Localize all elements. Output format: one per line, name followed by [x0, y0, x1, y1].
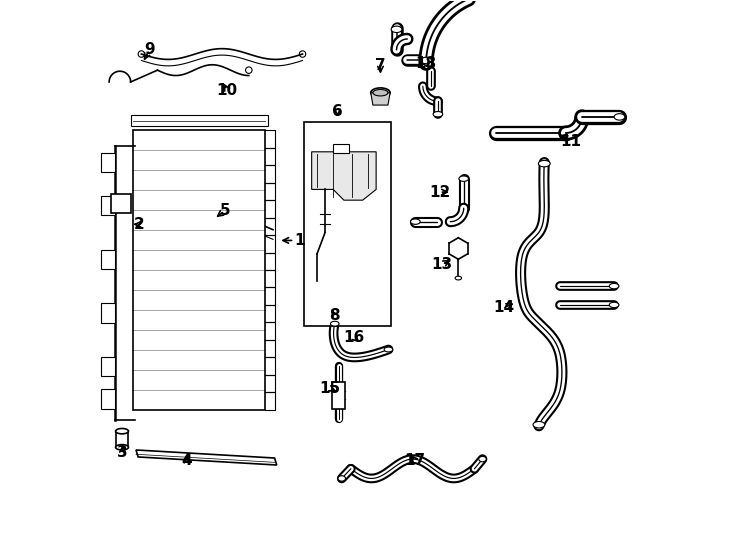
- Polygon shape: [333, 144, 349, 153]
- Ellipse shape: [609, 302, 619, 308]
- Text: 11: 11: [561, 133, 581, 148]
- Polygon shape: [115, 431, 128, 447]
- Polygon shape: [101, 249, 115, 269]
- Bar: [304, 122, 390, 326]
- Text: 4: 4: [182, 453, 192, 468]
- Polygon shape: [134, 130, 265, 410]
- Polygon shape: [332, 382, 345, 409]
- Text: 2: 2: [134, 217, 144, 232]
- Ellipse shape: [410, 219, 420, 224]
- Text: 14: 14: [493, 300, 515, 315]
- Ellipse shape: [533, 422, 545, 428]
- Polygon shape: [371, 93, 390, 105]
- Ellipse shape: [391, 26, 402, 32]
- Text: 15: 15: [319, 381, 340, 396]
- Text: 8: 8: [330, 308, 340, 323]
- Polygon shape: [101, 196, 115, 215]
- Text: 7: 7: [375, 58, 386, 73]
- Polygon shape: [312, 152, 376, 200]
- Ellipse shape: [299, 51, 306, 57]
- Ellipse shape: [609, 284, 619, 289]
- Ellipse shape: [433, 112, 443, 117]
- Text: 9: 9: [144, 42, 155, 57]
- Text: 16: 16: [343, 329, 364, 345]
- Text: 3: 3: [117, 445, 128, 460]
- Text: 12: 12: [429, 185, 450, 200]
- Polygon shape: [135, 171, 273, 239]
- Polygon shape: [101, 357, 115, 376]
- Ellipse shape: [138, 51, 145, 57]
- Text: 13: 13: [432, 257, 453, 272]
- Polygon shape: [131, 115, 268, 126]
- Text: 10: 10: [217, 83, 238, 98]
- Ellipse shape: [479, 456, 486, 462]
- Ellipse shape: [614, 113, 625, 120]
- Text: 18: 18: [415, 56, 437, 71]
- Ellipse shape: [459, 176, 468, 181]
- Ellipse shape: [115, 428, 128, 434]
- Ellipse shape: [373, 90, 388, 96]
- Ellipse shape: [371, 88, 390, 98]
- Ellipse shape: [384, 347, 393, 352]
- Text: 6: 6: [332, 104, 343, 119]
- Polygon shape: [101, 153, 115, 172]
- Text: 5: 5: [219, 204, 230, 218]
- Ellipse shape: [538, 160, 550, 167]
- Polygon shape: [101, 303, 115, 322]
- Ellipse shape: [330, 321, 339, 326]
- Ellipse shape: [246, 67, 252, 73]
- Text: 17: 17: [404, 453, 426, 468]
- Text: 1: 1: [294, 233, 305, 248]
- Ellipse shape: [115, 444, 128, 450]
- Polygon shape: [136, 450, 277, 465]
- Ellipse shape: [421, 57, 432, 64]
- Ellipse shape: [455, 276, 462, 280]
- Polygon shape: [112, 194, 131, 213]
- Ellipse shape: [338, 476, 346, 481]
- Polygon shape: [101, 389, 115, 409]
